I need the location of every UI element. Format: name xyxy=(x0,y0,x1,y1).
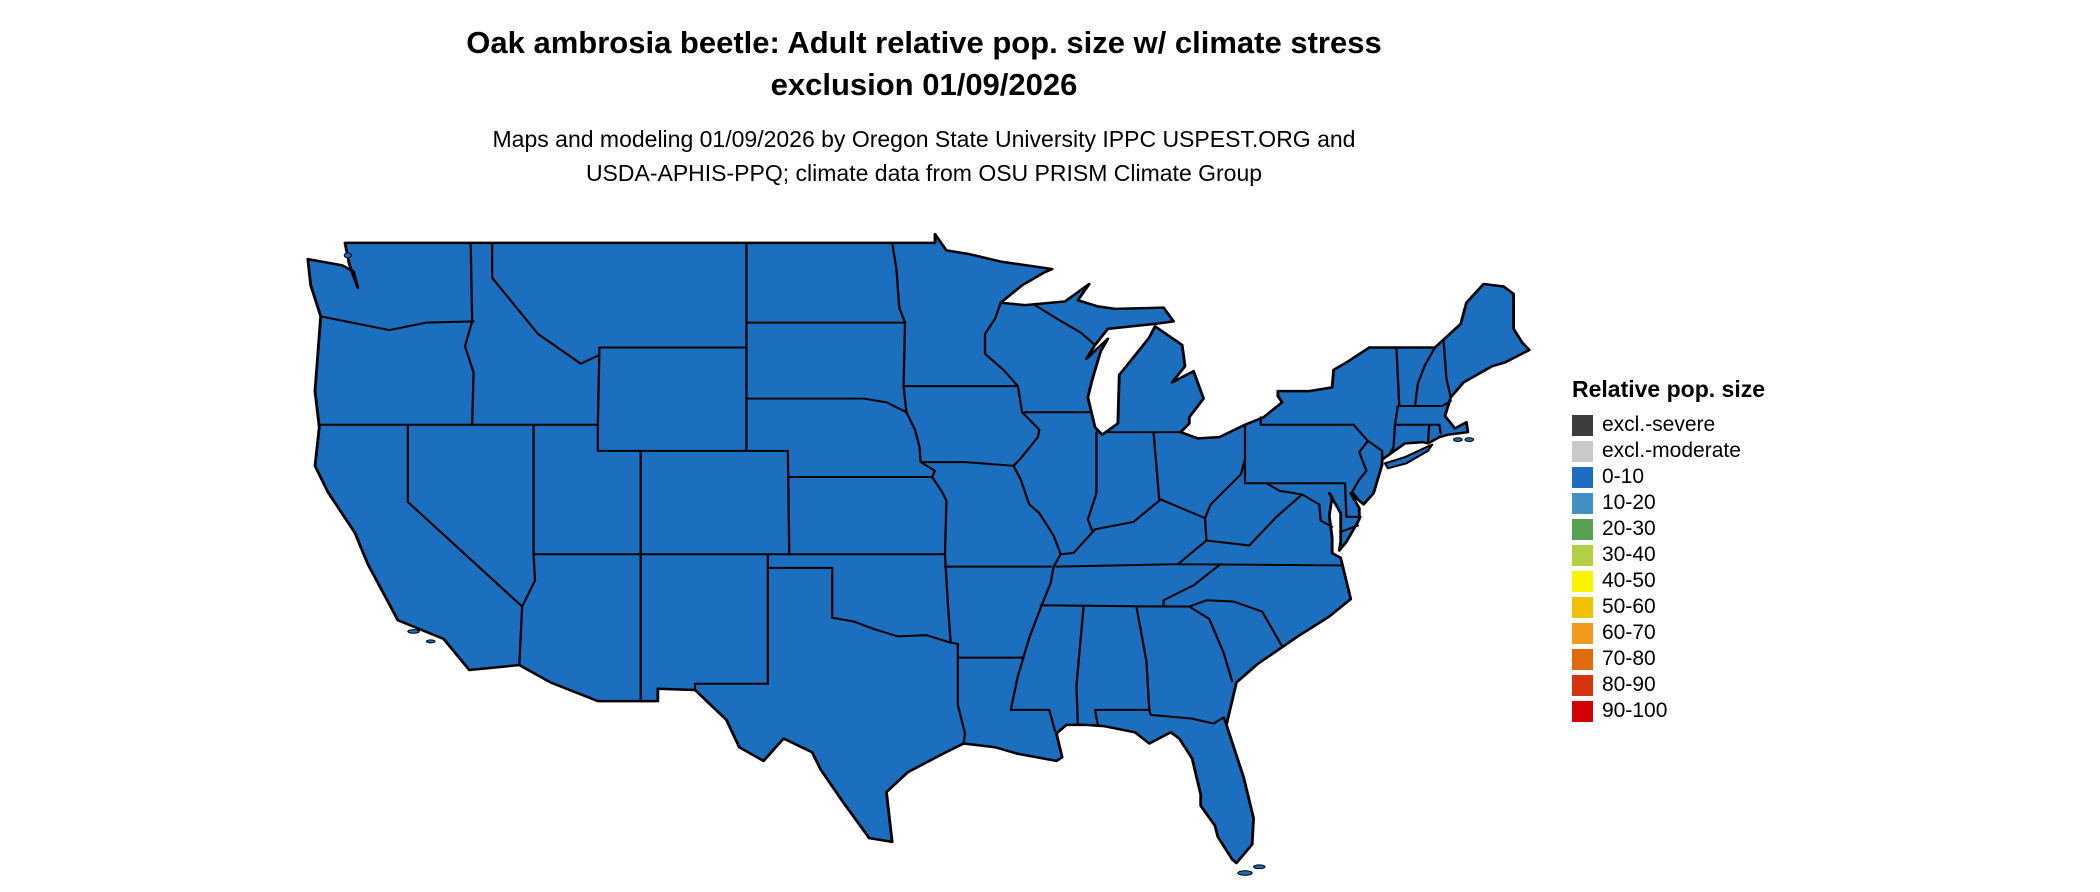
map-legend: Relative pop. size excl.-severe excl.-mo… xyxy=(1572,376,1765,724)
page-subtitle-line-2: USDA-APHIS-PPQ; climate data from OSU PR… xyxy=(585,160,1263,186)
legend-item-label: 30-40 xyxy=(1602,543,1656,566)
legend-item-label: 60-70 xyxy=(1602,621,1656,644)
legend-color-swatch xyxy=(1572,648,1593,670)
legend-item: 60-70 xyxy=(1572,620,1765,646)
legend-color-swatch xyxy=(1572,674,1593,696)
legend-item-label: 10-20 xyxy=(1602,491,1656,514)
legend-color-swatch xyxy=(1572,700,1593,722)
legend-color-swatch xyxy=(1572,440,1593,462)
legend-item-label: 90-100 xyxy=(1602,699,1668,722)
legend-item: 50-60 xyxy=(1572,594,1765,620)
legend-item: 0-10 xyxy=(1572,464,1765,490)
legend-color-swatch xyxy=(1572,492,1593,514)
island-shapes xyxy=(343,252,1475,876)
legend-color-swatch xyxy=(1572,518,1593,540)
florida-keys-island xyxy=(1237,870,1253,876)
legend-color-swatch xyxy=(1572,570,1593,592)
channel-island xyxy=(425,639,436,644)
legend-item: 20-30 xyxy=(1572,516,1765,542)
page-title: Oak ambrosia beetle: Adult relative pop.… xyxy=(0,22,1848,106)
florida-keys-island xyxy=(1253,864,1266,870)
legend-item: 90-100 xyxy=(1572,698,1765,724)
legend-color-swatch xyxy=(1572,622,1593,644)
legend-item: excl.-moderate xyxy=(1572,438,1765,464)
legend-item-label: excl.-moderate xyxy=(1602,439,1741,462)
legend-color-swatch xyxy=(1572,414,1593,436)
page-subtitle: Maps and modeling 01/09/2026 by Oregon S… xyxy=(0,122,1848,190)
legend-item: 10-20 xyxy=(1572,490,1765,516)
legend-item: 70-80 xyxy=(1572,646,1765,672)
nantucket-island xyxy=(1464,437,1475,443)
state-borders xyxy=(318,241,1452,745)
legend-item-label: 80-90 xyxy=(1602,673,1656,696)
legend-item-label: 70-80 xyxy=(1602,647,1656,670)
legend-item-label: 0-10 xyxy=(1602,465,1645,488)
legend-title: Relative pop. size xyxy=(1572,376,1766,402)
legend-item-label: 50-60 xyxy=(1602,595,1656,618)
page-title-line-2: exclusion 01/09/2026 xyxy=(770,67,1078,102)
us-map-container xyxy=(295,218,1545,878)
legend-color-swatch xyxy=(1572,466,1593,488)
page-subtitle-line-1: Maps and modeling 01/09/2026 by Oregon S… xyxy=(492,126,1356,152)
legend-item-label: excl.-severe xyxy=(1602,413,1716,436)
legend-item-label: 40-50 xyxy=(1602,569,1656,592)
legend-item: excl.-severe xyxy=(1572,412,1765,438)
legend-color-swatch xyxy=(1572,544,1593,566)
legend-color-swatch xyxy=(1572,596,1593,618)
legend-item: 80-90 xyxy=(1572,672,1765,698)
page-title-line-1: Oak ambrosia beetle: Adult relative pop.… xyxy=(466,25,1382,60)
us-landmass-shape xyxy=(306,232,1531,865)
long-island-shape xyxy=(1383,443,1434,470)
us-map xyxy=(306,232,1531,876)
legend-item-label: 20-30 xyxy=(1602,517,1656,540)
marthas-vineyard-island xyxy=(1453,437,1463,443)
legend-item: 30-40 xyxy=(1572,542,1765,568)
channel-island xyxy=(407,629,420,634)
legend-item: 40-50 xyxy=(1572,568,1765,594)
san-juan-island xyxy=(343,252,353,259)
